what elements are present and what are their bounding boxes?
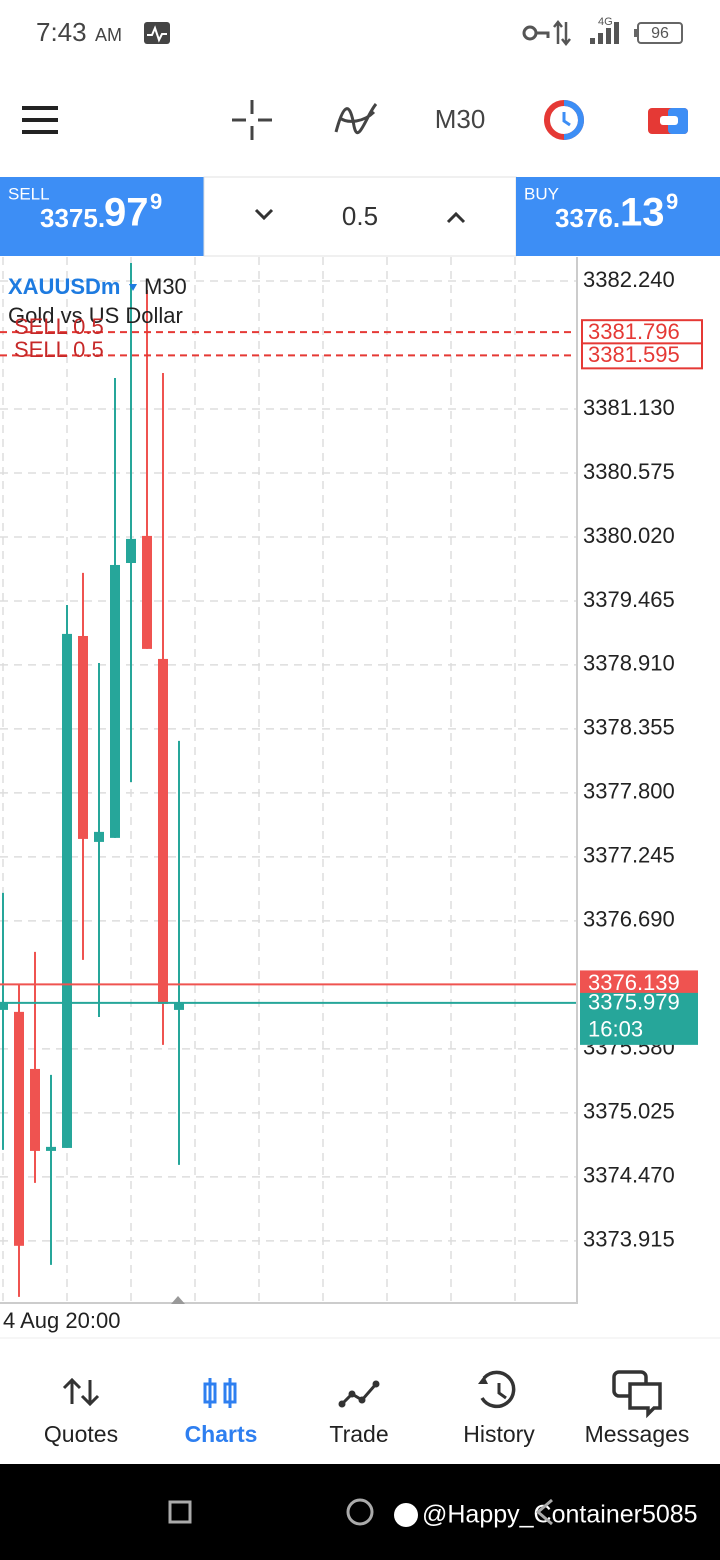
watermark: @Happy_Container5085 (422, 1501, 698, 1529)
time-marker (171, 1296, 185, 1304)
candle-body (126, 538, 136, 564)
signal-icon (590, 22, 619, 44)
y-tick-label: 3380.020 (583, 523, 675, 548)
ask-price-label: 3376.139 (588, 970, 680, 995)
chart-frame (0, 257, 578, 1304)
y-tick-label: 3378.910 (583, 651, 675, 676)
order-price-label: 3381.595 (588, 342, 680, 367)
y-tick-label: 3379.465 (583, 587, 675, 612)
y-tick-label: 3375.025 (583, 1099, 675, 1124)
candle-body (94, 831, 104, 842)
data-icon (553, 19, 571, 47)
candle-body (174, 1002, 184, 1010)
candle-body (62, 633, 72, 1148)
menu-button[interactable] (22, 106, 58, 134)
chart-timeframe: M30 (144, 274, 187, 299)
candle-body (0, 1002, 8, 1010)
objects-button[interactable] (544, 100, 584, 140)
candle-body (158, 658, 168, 1004)
buy-price-sup: 9 (666, 189, 678, 214)
status-time: 7:43 (36, 17, 87, 47)
y-tick-label: 3382.240 (583, 267, 675, 292)
candle-body (78, 635, 88, 839)
sell-price-main: 3375. (40, 203, 105, 233)
order-price-label: 3381.796 (588, 319, 680, 344)
battery-level: 96 (651, 25, 669, 42)
candle-body (110, 564, 120, 838)
bid-price-box (580, 992, 698, 1045)
network-type: 4G (598, 16, 613, 28)
y-tick-label: 3381.130 (583, 395, 675, 420)
candle-body (46, 1146, 56, 1151)
buy-label: BUY (524, 184, 559, 203)
y-tick-label: 3380.575 (583, 459, 675, 484)
crosshair-button[interactable] (232, 100, 272, 140)
back-button[interactable] (535, 1498, 553, 1526)
bid-price-label: 3375.979 (588, 990, 680, 1015)
nav-item[interactable]: History (463, 1421, 535, 1447)
order-price-box (581, 342, 703, 370)
nav-item[interactable]: Charts (185, 1421, 258, 1447)
nav-item[interactable]: Messages (585, 1421, 690, 1447)
symbol-description: Gold vs US Dollar (8, 303, 183, 328)
order-line-label: SELL 0.5 (14, 314, 104, 339)
timeframe-button[interactable]: M30 (435, 104, 486, 134)
symbol[interactable]: XAUUSDm (8, 274, 120, 299)
recents-button[interactable] (168, 1500, 192, 1524)
system-bar (0, 1464, 720, 1560)
bid-time-label: 16:03 (588, 1017, 643, 1042)
volume-up[interactable] (446, 211, 466, 224)
sell-price-sup: 9 (150, 189, 162, 214)
x-axis-label: 4 Aug 20:00 (3, 1308, 120, 1333)
key-icon (522, 25, 538, 41)
order-line-label: SELL 0.5 (14, 337, 104, 362)
y-tick-label: 3373.915 (583, 1227, 675, 1252)
volume-panel (203, 176, 517, 257)
volume[interactable]: 0.5 (342, 201, 378, 231)
status-ampm: AM (95, 25, 122, 45)
chart (0, 262, 577, 1297)
candle-body (14, 1011, 24, 1246)
y-tick-label: 3374.470 (583, 1163, 675, 1188)
nav-item[interactable]: Quotes (44, 1421, 118, 1447)
buy-price-main: 3376. (555, 203, 620, 233)
candle-body (142, 535, 152, 649)
sell-button[interactable] (0, 177, 204, 256)
nav-item[interactable]: Trade (329, 1421, 388, 1447)
y-tick-label: 3377.245 (583, 843, 675, 868)
candle-body (30, 1068, 40, 1151)
y-tick-label: 3376.690 (583, 907, 675, 932)
buy-price-big: 13 (620, 191, 665, 235)
fb-icon (394, 1503, 418, 1527)
sell-label: SELL (8, 184, 50, 203)
y-tick-label: 3378.355 (583, 715, 675, 740)
y-tick-label: 3377.800 (583, 779, 675, 804)
sell-price-big: 97 (104, 191, 149, 235)
trade-button[interactable] (648, 108, 688, 134)
order-price-box (581, 319, 703, 347)
indicators-button[interactable] (334, 103, 378, 135)
home-button[interactable] (346, 1498, 374, 1526)
buy-button[interactable] (516, 177, 720, 256)
volume-down[interactable] (254, 208, 274, 221)
